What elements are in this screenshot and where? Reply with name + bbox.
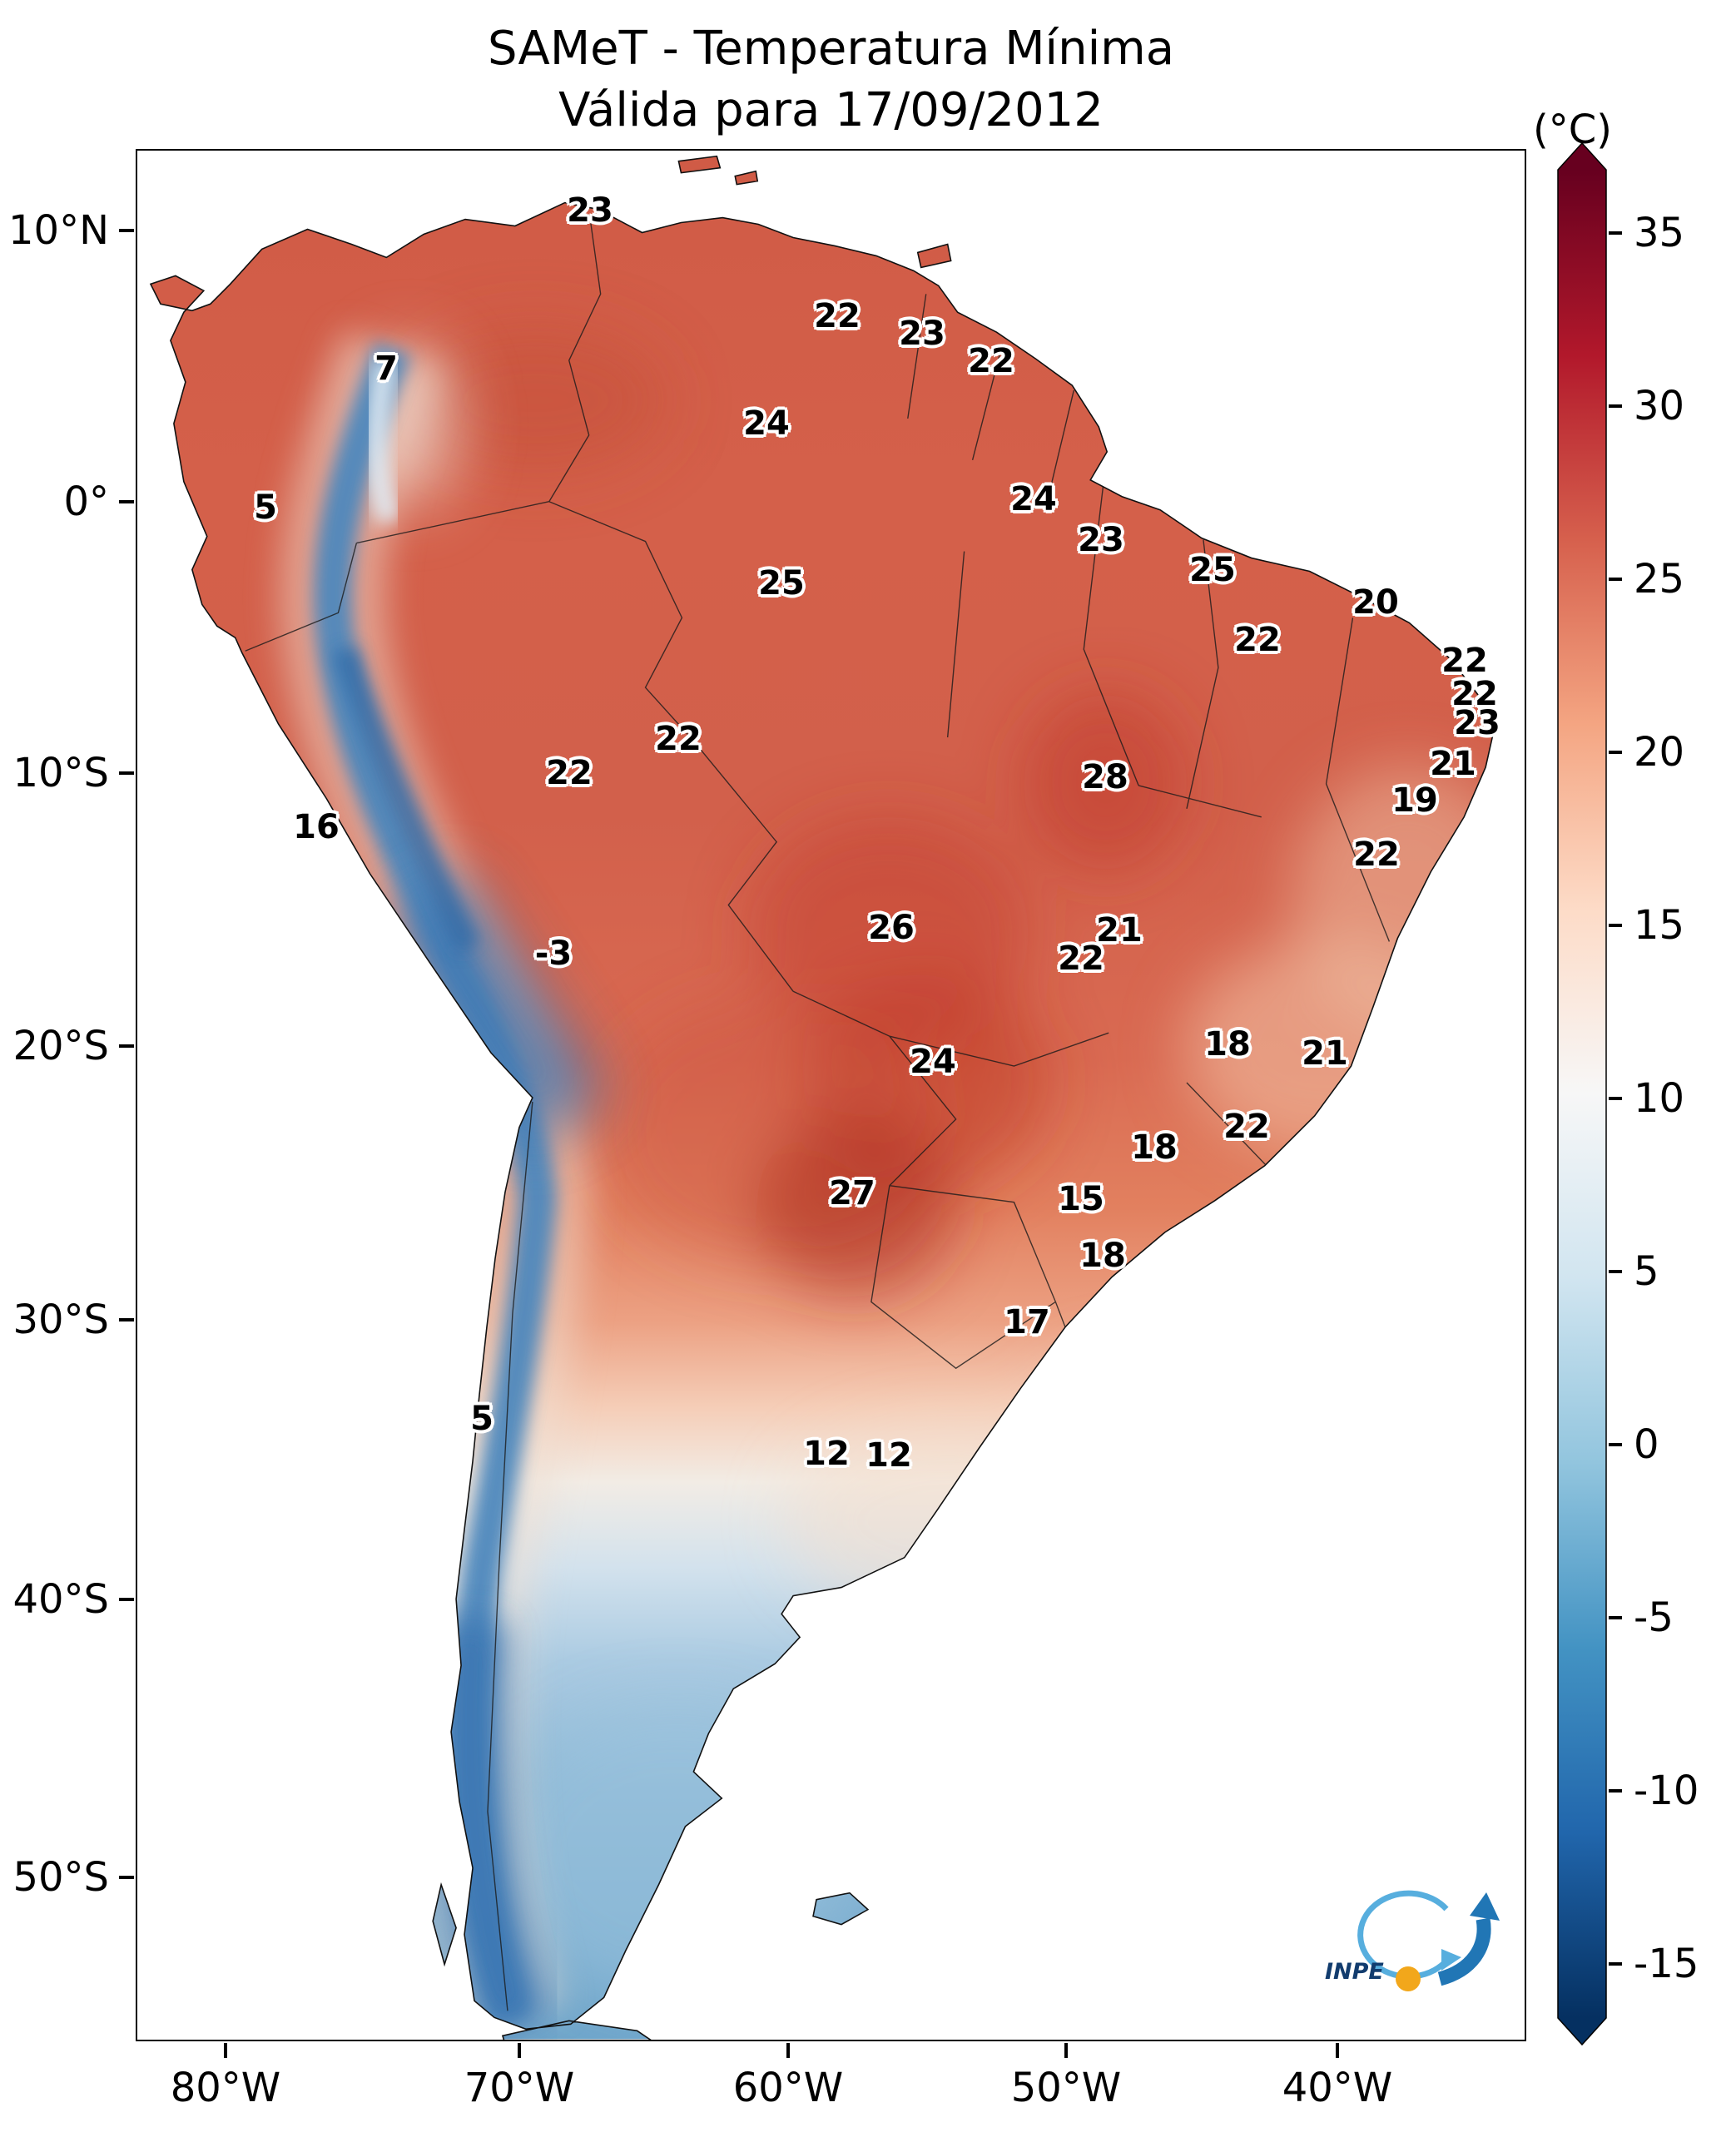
south-america-temperature-map (149, 155, 1494, 2040)
tick-mark (119, 1044, 134, 1048)
colorbar-tick-label: -10 (1634, 1768, 1699, 1814)
coastline (149, 155, 1494, 2040)
colorbar-tick-label: 5 (1634, 1248, 1659, 1295)
colorbar-tick-label: -15 (1634, 1941, 1699, 1987)
title-line-2: Válida para 17/09/2012 (558, 83, 1104, 137)
tick-mark (119, 1876, 134, 1879)
tick-mark (119, 771, 134, 775)
longitude-label: 50°W (1010, 2065, 1122, 2111)
latitude-label: 50°S (12, 1854, 109, 1901)
orbit-arrowhead-icon (1441, 1949, 1461, 1971)
tick-mark (518, 2043, 521, 2058)
colorbar-unit-label: (°C) (1533, 107, 1612, 153)
tick-mark (1609, 1097, 1622, 1100)
tick-mark (1609, 231, 1622, 235)
tick-mark (1609, 404, 1622, 408)
colorbar-tick-label: 0 (1634, 1421, 1659, 1468)
map-axes-frame (136, 149, 1526, 2041)
colorbar-gradient (1557, 142, 1607, 2045)
colorbar-tick-label: 10 (1634, 1075, 1685, 1122)
temperature-field (150, 156, 1494, 2040)
latitude-label: 40°S (12, 1576, 109, 1623)
latitude-label: 10°S (12, 750, 109, 796)
colorbar (1557, 142, 1607, 2045)
colorbar-tick-label: 20 (1634, 729, 1685, 776)
tick-mark (119, 500, 134, 503)
tick-mark (1336, 2043, 1339, 2058)
inpe-logo-icon: INPE (1325, 1890, 1500, 1991)
sweep-arrowhead-icon (1470, 1892, 1500, 1921)
colorbar-tick-label: 30 (1634, 383, 1685, 429)
tick-mark (119, 1598, 134, 1601)
longitude-label: 70°W (464, 2065, 575, 2111)
tick-mark (1609, 578, 1622, 581)
tick-mark (1609, 1270, 1622, 1273)
colorbar-tick-label: 35 (1634, 210, 1685, 256)
longitude-label: 80°W (170, 2065, 281, 2111)
title-line-1: SAMeT - Temperatura Mínima (487, 22, 1175, 76)
tick-mark (1609, 1962, 1622, 1966)
latitude-label: 10°N (8, 207, 109, 254)
figure-title: SAMeT - Temperatura Mínima Válida para 1… (136, 18, 1526, 141)
inpe-wordmark: INPE (1325, 1959, 1384, 1985)
tick-mark (786, 2043, 790, 2058)
warm-anomaly-blobs (403, 325, 1188, 1297)
tick-mark (119, 229, 134, 232)
tick-mark (119, 1318, 134, 1321)
sweep-arrow-icon (1437, 1917, 1491, 1986)
tick-mark (224, 2043, 227, 2058)
tick-mark (1064, 2043, 1068, 2058)
colorbar-tick-label: -5 (1634, 1594, 1674, 1641)
tick-mark (1609, 751, 1622, 754)
inpe-logo: INPE (1315, 1877, 1506, 2011)
tick-mark (1609, 1443, 1622, 1446)
latitude-label: 30°S (12, 1297, 109, 1343)
colorbar-tick-label: 25 (1634, 556, 1685, 602)
tick-mark (1609, 924, 1622, 927)
tick-mark (1609, 1616, 1622, 1619)
latitude-label: 20°S (12, 1023, 109, 1069)
orange-sphere-icon (1396, 1966, 1421, 1991)
colorbar-tick-label: 15 (1634, 902, 1685, 949)
tick-mark (1609, 1789, 1622, 1793)
longitude-label: 60°W (732, 2065, 844, 2111)
latitude-label: 0° (63, 478, 109, 525)
longitude-label: 40°W (1282, 2065, 1393, 2111)
